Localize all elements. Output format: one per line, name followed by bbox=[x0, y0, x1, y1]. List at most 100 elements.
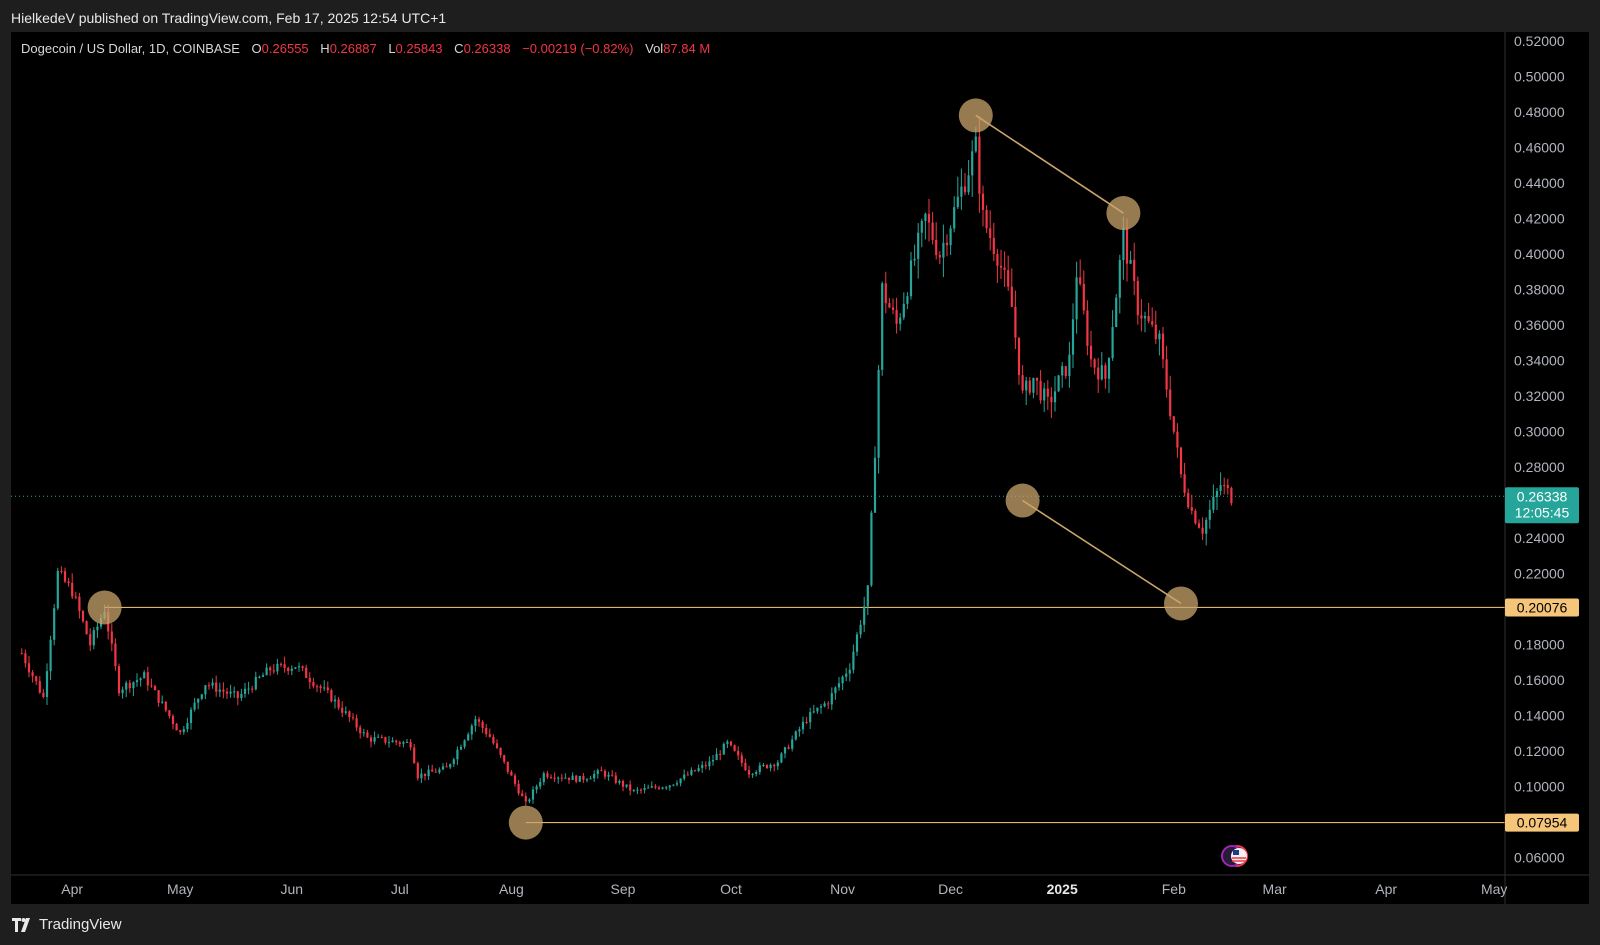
candle-body bbox=[233, 691, 236, 693]
candle-body bbox=[531, 789, 535, 800]
candle-body bbox=[161, 701, 164, 703]
candle-body bbox=[1133, 259, 1136, 281]
low-label: L bbox=[388, 41, 396, 56]
flag-icon[interactable] bbox=[1221, 845, 1248, 867]
close-label: C bbox=[454, 41, 464, 56]
candle-body bbox=[618, 781, 621, 783]
candle-body bbox=[787, 747, 790, 749]
candle-body bbox=[992, 237, 995, 255]
price-tick-label: 0.32000 bbox=[1514, 388, 1565, 404]
annotation-circle bbox=[1005, 483, 1040, 518]
level-price-tag bbox=[1505, 598, 1579, 617]
candle-body bbox=[351, 717, 355, 719]
candle-body bbox=[438, 769, 441, 773]
candle-body bbox=[582, 775, 585, 780]
price-tick-label: 0.22000 bbox=[1514, 565, 1565, 581]
candle-body bbox=[125, 682, 128, 690]
price-tick-label: 0.34000 bbox=[1514, 352, 1565, 368]
candle-body bbox=[1154, 324, 1157, 340]
candle-body bbox=[96, 626, 99, 631]
candle-body bbox=[355, 718, 358, 728]
price-tick-label: 0.44000 bbox=[1514, 175, 1565, 191]
candle-body bbox=[1043, 388, 1046, 401]
candle-body bbox=[1075, 277, 1078, 320]
candle-body bbox=[495, 743, 499, 748]
candle-body bbox=[729, 741, 733, 746]
candle-body bbox=[258, 676, 261, 678]
candle-body bbox=[92, 630, 95, 646]
candle-body bbox=[1014, 306, 1017, 338]
candle-body bbox=[427, 769, 430, 777]
candle-body bbox=[287, 667, 290, 671]
candle-body bbox=[535, 786, 538, 790]
candle-body bbox=[884, 283, 887, 304]
candle-body bbox=[765, 764, 769, 769]
candle-body bbox=[726, 741, 729, 744]
chart-panel[interactable] bbox=[11, 32, 1589, 904]
candle-body bbox=[1194, 510, 1197, 524]
candle-body bbox=[1097, 367, 1100, 380]
trendline bbox=[1022, 499, 1182, 605]
candle-body bbox=[1176, 431, 1179, 448]
price-tick-label: 0.16000 bbox=[1514, 672, 1565, 688]
candle-body bbox=[251, 688, 254, 690]
candle-body bbox=[1061, 366, 1064, 376]
candle-body bbox=[452, 759, 455, 765]
candle-body bbox=[1115, 297, 1118, 328]
candle-body bbox=[171, 716, 175, 724]
candle-body bbox=[261, 675, 265, 677]
candle-body bbox=[881, 283, 884, 370]
candle-body bbox=[63, 571, 67, 582]
candle-body bbox=[449, 764, 452, 768]
candle-body bbox=[405, 741, 409, 743]
candle-body bbox=[913, 258, 916, 261]
candle-body bbox=[603, 770, 607, 777]
candle-body bbox=[218, 689, 221, 692]
candle-body bbox=[254, 676, 257, 690]
candle-body bbox=[1057, 375, 1060, 392]
candle-body bbox=[769, 764, 772, 769]
symbol-name[interactable]: Dogecoin / US Dollar, 1D, COINBASE bbox=[21, 41, 240, 56]
candle-body bbox=[679, 778, 682, 784]
candle-body bbox=[211, 682, 214, 686]
candle-body bbox=[791, 739, 794, 749]
candle-body bbox=[488, 734, 491, 737]
candle-body bbox=[654, 786, 657, 788]
candle-body bbox=[805, 721, 808, 723]
time-tick-label: Aug bbox=[499, 881, 524, 897]
candle-body bbox=[56, 570, 59, 609]
candle-body bbox=[207, 685, 211, 687]
candle-body bbox=[798, 729, 801, 732]
candle-body bbox=[564, 777, 567, 779]
candle-body bbox=[150, 685, 153, 687]
tradingview-logo[interactable]: TradingView bbox=[12, 916, 122, 933]
candle-body bbox=[607, 774, 610, 777]
price-tick-label: 0.10000 bbox=[1514, 778, 1565, 794]
candle-body bbox=[773, 764, 776, 767]
candle-body bbox=[189, 709, 193, 724]
candle-body bbox=[996, 254, 999, 266]
candle-body bbox=[1140, 315, 1143, 319]
candle-body bbox=[733, 745, 736, 751]
candle-body bbox=[560, 777, 563, 779]
candle-body bbox=[395, 740, 398, 743]
candle-body bbox=[193, 702, 196, 710]
candle-body bbox=[283, 664, 286, 668]
candle-body bbox=[305, 667, 308, 678]
candle-body bbox=[467, 734, 470, 741]
price-tick-label: 0.38000 bbox=[1514, 281, 1565, 297]
time-tick-label: Jul bbox=[391, 881, 409, 897]
candle-body bbox=[956, 196, 959, 208]
candle-body bbox=[895, 309, 898, 324]
candle-body bbox=[981, 193, 985, 210]
candle-body bbox=[794, 731, 797, 740]
candle-body bbox=[179, 730, 182, 733]
candle-body bbox=[308, 677, 311, 683]
candle-body bbox=[837, 683, 841, 688]
candle-body bbox=[762, 764, 765, 766]
candle-body bbox=[546, 773, 549, 778]
candle-body bbox=[845, 673, 848, 677]
candle-body bbox=[589, 778, 592, 780]
candle-body bbox=[917, 232, 920, 259]
